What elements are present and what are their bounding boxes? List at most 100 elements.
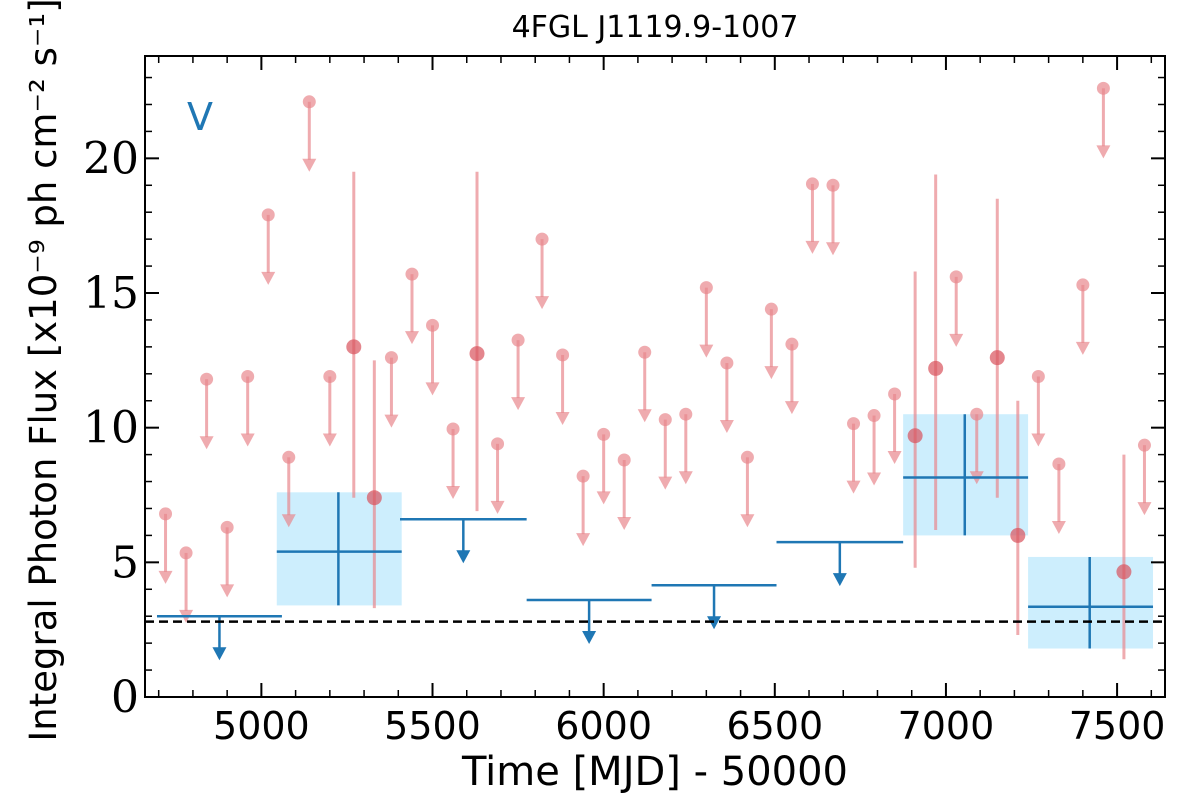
- short-bin-limit-arrowhead: [535, 296, 550, 310]
- x-tick-label: 5000: [213, 704, 310, 748]
- y-tick-label: 0: [111, 672, 139, 723]
- x-tick-label: 7000: [898, 704, 995, 748]
- short-bin-limit-point: [949, 270, 963, 284]
- short-bin-limit-point: [446, 422, 460, 436]
- short-bin-limit-point: [679, 407, 693, 421]
- short-bin-limit-arrowhead: [949, 333, 964, 347]
- short-bin-limit-arrowhead: [158, 570, 173, 584]
- short-bin-limit-point: [491, 437, 505, 451]
- short-bin-detection-point: [989, 350, 1005, 366]
- short-bin-limit-arrowhead: [404, 331, 419, 345]
- short-bin-limit-point: [302, 95, 316, 109]
- short-bin-limit-point: [179, 546, 193, 560]
- panel-label: V: [187, 95, 213, 139]
- short-bin-limit-arrowhead: [699, 344, 714, 358]
- short-bin-limit-point: [1076, 278, 1090, 292]
- short-bin-limit-arrowhead: [740, 514, 755, 528]
- short-bin-limit-point: [159, 507, 173, 521]
- short-bin-limit-arrowhead: [302, 158, 317, 172]
- short-bin-limit-point: [1096, 81, 1110, 95]
- short-bin-limit-arrowhead: [1031, 433, 1046, 447]
- short-bin-limit-arrowhead: [1051, 521, 1066, 535]
- short-bin-limit-arrowhead: [596, 491, 611, 505]
- short-bin-limit-point: [384, 351, 398, 365]
- plot-frame: [144, 55, 1166, 698]
- short-bin-limit-point: [720, 356, 734, 370]
- short-bin-limit-point: [426, 318, 440, 332]
- short-bin-limit-arrowhead: [281, 514, 296, 528]
- short-bin-limit-point: [826, 178, 840, 192]
- short-bin-limit-arrowhead: [825, 242, 840, 256]
- short-bin-limit-point: [405, 267, 419, 281]
- y-tick-label: 15: [83, 268, 139, 319]
- long-bin-limit-arrowhead: [832, 573, 847, 587]
- short-bin-detection-point: [1116, 564, 1132, 580]
- short-bin-limit-arrowhead: [240, 433, 255, 447]
- short-bin-detection-point: [346, 339, 362, 355]
- short-bin-limit-arrowhead: [784, 401, 799, 415]
- short-bin-limit-point: [867, 409, 881, 423]
- short-bin-limit-arrowhead: [846, 480, 861, 494]
- short-bin-limit-arrowhead: [887, 451, 902, 465]
- short-bin-limit-point: [576, 469, 590, 483]
- short-bin-limit-arrowhead: [384, 414, 399, 428]
- short-bin-limit-point: [888, 387, 902, 401]
- short-bin-limit-arrowhead: [1096, 145, 1111, 159]
- y-axis-label: Integral Photon Flux [x10⁻⁹ ph cm⁻² s⁻¹]: [22, 0, 65, 742]
- y-tick-label: 20: [83, 133, 139, 184]
- text-layer: 4FGL J1119.9-1007 V Time [MJD] - 50000 I…: [22, 0, 848, 795]
- short-bin-limit-arrowhead: [678, 471, 693, 485]
- short-bin-limit-point: [1031, 370, 1045, 383]
- short-bin-limit-point: [511, 333, 525, 347]
- short-bin-limit-arrowhead: [617, 516, 632, 530]
- short-bin-limit-arrowhead: [1137, 502, 1152, 516]
- short-bin-limit-arrowhead: [511, 397, 526, 411]
- short-bin-limit-point: [597, 427, 611, 441]
- short-bin-limit-arrowhead: [446, 486, 461, 500]
- short-bin-limit-arrowhead: [867, 472, 882, 486]
- chart-title: 4FGL J1119.9-1007: [512, 10, 799, 45]
- short-bin-limit-point: [261, 208, 275, 222]
- short-bin-limit-point: [556, 348, 570, 362]
- short-bin-limit-arrowhead: [199, 436, 214, 450]
- short-bin-limit-arrowhead: [805, 240, 820, 254]
- short-bin-limit-point: [220, 520, 234, 534]
- long-bin-limit-arrowhead: [707, 616, 722, 630]
- short-bin-limit-point: [617, 453, 631, 467]
- short-bin-detection-point: [907, 428, 923, 444]
- short-bin-limit-point: [740, 450, 754, 464]
- x-axis-label: Time [MJD] - 50000: [461, 749, 848, 795]
- short-bin-limit-point: [241, 370, 255, 383]
- short-bin-limit-point: [764, 302, 778, 316]
- long-bin-limit-arrowhead: [212, 647, 227, 661]
- short-bin-limit-arrowhead: [576, 533, 591, 547]
- short-bin-limit-point: [200, 372, 214, 386]
- y-tick-label: 5: [111, 537, 139, 588]
- short-bin-limit-point: [970, 407, 984, 421]
- short-bin-limit-point: [699, 281, 713, 295]
- long-bin-layer: [156, 414, 1154, 661]
- short-bin-limit-arrowhead: [220, 584, 235, 598]
- short-bin-limit-arrowhead: [1075, 341, 1090, 355]
- long-bin-limit-arrowhead: [456, 550, 471, 564]
- short-bin-limit-point: [638, 345, 652, 359]
- x-tick-label: 7500: [1069, 704, 1166, 748]
- x-tick-label: 6000: [555, 704, 652, 748]
- short-bin-limit-point: [847, 417, 861, 431]
- short-bin-layer: [158, 81, 1152, 660]
- x-tick-label: 5500: [384, 704, 481, 748]
- short-bin-limit-point: [785, 337, 799, 351]
- short-bin-limit-point: [1052, 457, 1066, 471]
- axes-layer: 5000 5500 6000 6500 7000 7500 0 5 10 15 20: [83, 55, 1166, 748]
- short-bin-detection-point: [1010, 527, 1026, 543]
- short-bin-limit-arrowhead: [261, 271, 276, 285]
- short-bin-limit-point: [282, 450, 296, 464]
- short-bin-limit-point: [535, 232, 549, 246]
- short-bin-limit-point: [323, 370, 337, 383]
- short-bin-detection-point: [469, 346, 485, 362]
- short-bin-limit-arrowhead: [490, 500, 505, 514]
- short-bin-limit-point: [805, 177, 819, 191]
- short-bin-limit-arrowhead: [425, 382, 440, 396]
- short-bin-detection-point: [366, 490, 382, 506]
